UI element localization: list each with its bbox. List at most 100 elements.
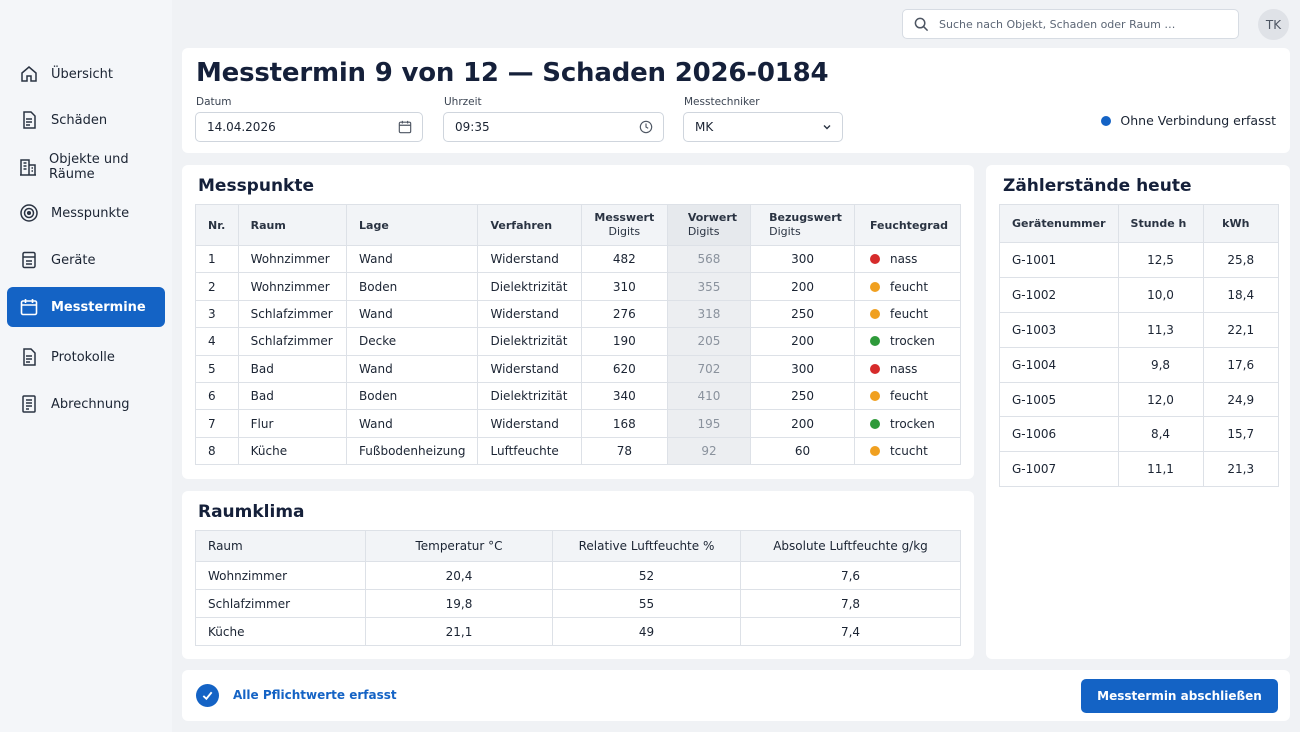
feuchtegrad-badge: feucht: [869, 389, 948, 403]
cell-feuchtegrad: feucht: [853, 272, 962, 301]
search-input[interactable]: [939, 17, 1219, 31]
cell-nr: 6: [195, 381, 239, 411]
col-feuchtegrad: Feuchtegrad: [853, 204, 962, 246]
table-row[interactable]: 4 Schlafzimmer Decke Dielektrizität 190 205 20…: [195, 327, 962, 356]
cell-nr: 2: [195, 272, 239, 301]
table-row[interactable]: 6 Bad Boden Dielektrizität 340 410 250 feucht: [195, 381, 962, 411]
table-row[interactable]: 3 Schlafzimmer Wand Widerstand 276 318 250 feuc…: [195, 299, 962, 329]
cell-kwh[interactable]: 25,8: [1202, 242, 1280, 278]
cell-kwh[interactable]: 15,7: [1202, 416, 1280, 453]
feuchtegrad-label: feucht: [889, 279, 929, 294]
cell-stunden[interactable]: 12,5: [1117, 242, 1204, 278]
cell-vorwert: 702: [666, 354, 752, 383]
col-messwert-label: Messwert: [594, 211, 655, 224]
table-row[interactable]: G-1002 10,0 18,4: [999, 276, 1280, 313]
completion-status: Alle Pflichtwerte erfasst: [233, 688, 397, 702]
time-value: 09:35: [455, 120, 490, 134]
sidebar-item-protokolle[interactable]: Protokolle: [7, 337, 165, 377]
col-geraetenummer: Gerätenummer: [999, 204, 1119, 243]
status-dot: [869, 254, 880, 265]
cell-stunden[interactable]: 11,1: [1117, 451, 1204, 488]
table-row[interactable]: 8 Küche Fußbodenheizung Luftfeuchte 78 92 60 tc…: [195, 436, 962, 466]
table-row[interactable]: G-1004 9,8 17,6: [999, 346, 1280, 383]
table-row[interactable]: G-1005 12,0 24,9: [999, 381, 1280, 418]
sidebar-item-label: Messtermine: [51, 299, 146, 315]
tech-select[interactable]: MK: [683, 112, 843, 142]
cell-kwh[interactable]: 17,6: [1202, 346, 1280, 383]
finish-appointment-button[interactable]: Messtermin abschließen: [1081, 679, 1278, 713]
cell-stunden[interactable]: 11,3: [1117, 311, 1204, 348]
cell-temperatur[interactable]: 20,4: [365, 561, 553, 590]
feuchtegrad-label: trocken: [889, 416, 935, 431]
sidebar-item-uebersicht[interactable]: Übersicht: [7, 54, 165, 94]
sidebar-item-label: Schäden: [51, 112, 108, 128]
cell-messwert[interactable]: 340: [580, 381, 668, 411]
sidebar-item-abrechnung[interactable]: Abrechnung: [7, 384, 165, 424]
cell-stunden[interactable]: 9,8: [1117, 346, 1204, 383]
cell-kwh[interactable]: 24,9: [1202, 381, 1280, 418]
table-row[interactable]: 2 Wohnzimmer Boden Dielektrizität 310 355 200 f…: [195, 272, 962, 301]
status-text: Ohne Verbindung erfasst: [1120, 113, 1276, 128]
cell-rel-feuchte[interactable]: 55: [552, 589, 741, 618]
cell-lage: Wand: [346, 299, 479, 329]
clock-icon[interactable]: [639, 120, 653, 134]
cell-temperatur[interactable]: 19,8: [365, 589, 553, 618]
cell-messwert[interactable]: 310: [580, 272, 668, 301]
table-row[interactable]: G-1001 12,5 25,8: [999, 242, 1280, 278]
cell-messwert[interactable]: 482: [580, 244, 668, 274]
status-dot: [869, 363, 880, 374]
sidebar-item-messpunkte[interactable]: Messpunkte: [7, 193, 165, 233]
table-row[interactable]: G-1006 8,4 15,7: [999, 416, 1280, 453]
cell-raum: Wohnzimmer: [237, 244, 348, 274]
sidebar-item-schaeden[interactable]: Schäden: [7, 100, 165, 140]
cell-kwh[interactable]: 22,1: [1202, 311, 1280, 348]
cell-kwh[interactable]: 18,4: [1202, 276, 1280, 313]
cell-messwert[interactable]: 168: [580, 409, 668, 438]
col-verfahren: Verfahren: [477, 204, 582, 246]
cell-messwert[interactable]: 190: [580, 327, 668, 356]
cell-rel-feuchte[interactable]: 49: [552, 617, 741, 646]
status-dot: [869, 336, 880, 347]
cell-temperatur[interactable]: 21,1: [365, 617, 553, 646]
cell-bezugswert: 200: [750, 409, 855, 438]
cell-verfahren: Widerstand: [477, 409, 582, 438]
calendar-icon[interactable]: [398, 120, 412, 134]
sidebar-item-geraete[interactable]: Geräte: [7, 240, 165, 280]
status-dot: [869, 418, 880, 429]
header-card: Messtermin 9 von 12 — Schaden 2026-0184 …: [182, 48, 1290, 153]
cell-stunden[interactable]: 10,0: [1117, 276, 1204, 313]
chevron-down-icon: [823, 125, 831, 130]
cell-geraetenummer: G-1005: [999, 381, 1119, 418]
table-header-row: Nr. Raum Lage Verfahren Messwert Digits V…: [195, 204, 962, 246]
cell-stunden[interactable]: 8,4: [1117, 416, 1204, 453]
table-row[interactable]: Wohnzimmer 20,4 52 7,6: [195, 561, 961, 590]
col-lage: Lage: [346, 204, 479, 246]
cell-feuchtegrad: trocken: [853, 327, 962, 356]
feuchtegrad-badge: feucht: [869, 279, 948, 294]
cell-kwh[interactable]: 21,3: [1202, 451, 1280, 488]
table-row[interactable]: 1 Wohnzimmer Wand Widerstand 482 568 300 nass: [195, 244, 962, 274]
table-row[interactable]: Küche 21,1 49 7,4: [195, 617, 961, 646]
messpunkte-title: Messpunkte: [198, 176, 315, 196]
cell-lage: Decke: [346, 327, 479, 356]
tech-label: Messtechniker: [684, 96, 760, 108]
table-row[interactable]: G-1003 11,3 22,1: [999, 311, 1280, 348]
cell-raum: Küche: [195, 617, 366, 646]
cell-rel-feuchte[interactable]: 52: [552, 561, 741, 590]
time-field[interactable]: 09:35: [443, 112, 664, 142]
sidebar-item-objekte[interactable]: Objekte und Räume: [7, 147, 165, 187]
cell-messwert[interactable]: 276: [580, 299, 668, 329]
cell-messwert[interactable]: 78: [580, 436, 668, 466]
cell-messwert[interactable]: 620: [580, 354, 668, 383]
sidebar-item-messtermine[interactable]: Messtermine: [7, 287, 165, 327]
search-bar[interactable]: [902, 9, 1239, 39]
cell-stunden[interactable]: 12,0: [1117, 381, 1204, 418]
table-row[interactable]: 5 Bad Wand Widerstand 620 702 300 nass: [195, 354, 962, 383]
cell-raum: Wohnzimmer: [237, 272, 348, 301]
date-field[interactable]: 14.04.2026: [195, 112, 423, 142]
col-vorwert-unit: Digits: [687, 225, 720, 238]
table-row[interactable]: G-1007 11,1 21,3: [999, 451, 1280, 488]
avatar[interactable]: TK: [1258, 9, 1289, 40]
table-row[interactable]: Schlafzimmer 19,8 55 7,8: [195, 589, 961, 618]
table-row[interactable]: 7 Flur Wand Widerstand 168 195 200 trocken: [195, 409, 962, 438]
